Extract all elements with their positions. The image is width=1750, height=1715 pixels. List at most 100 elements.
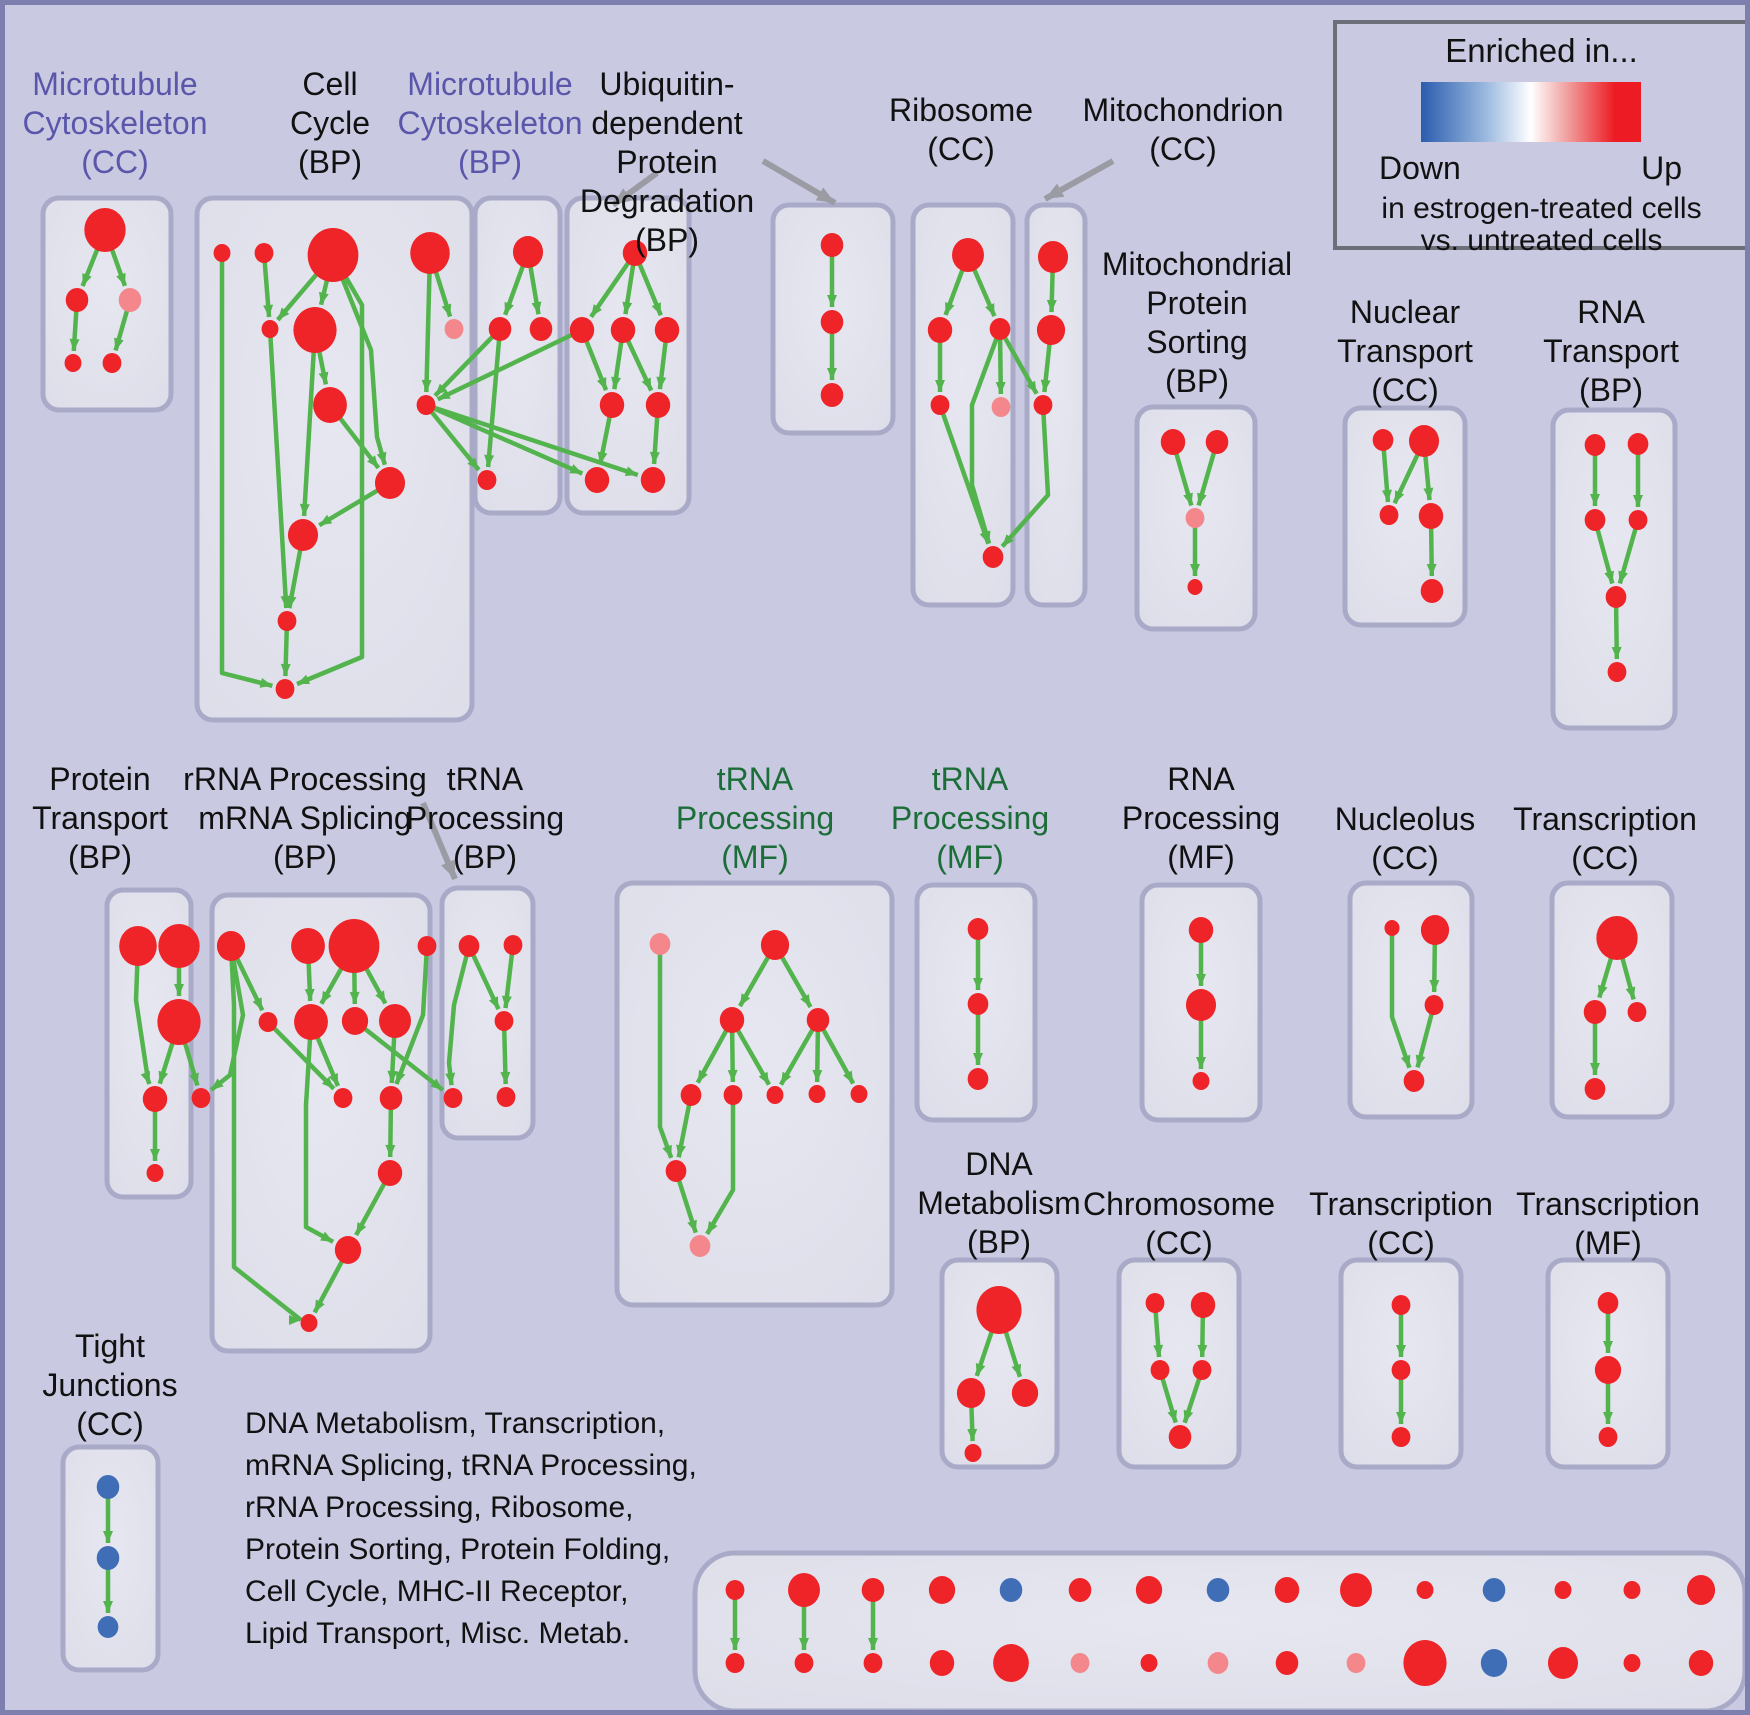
edge-arrow bbox=[445, 945, 472, 1086]
edge-arrow bbox=[589, 251, 637, 319]
go-term-node bbox=[569, 317, 595, 343]
go-term-node bbox=[645, 392, 671, 418]
edge-arrow bbox=[779, 1018, 820, 1086]
go-term-node bbox=[142, 1086, 168, 1112]
go-term-node bbox=[1480, 1649, 1508, 1677]
go-term-node bbox=[261, 320, 279, 338]
go-term-node bbox=[1192, 1072, 1210, 1090]
go-term-node bbox=[96, 1475, 120, 1499]
go-term-node bbox=[1584, 509, 1606, 531]
go-term-node bbox=[820, 233, 844, 257]
edge-arrow bbox=[969, 328, 1003, 545]
edge-arrow bbox=[228, 945, 303, 1322]
go-term-node bbox=[725, 1653, 745, 1673]
go-term-node bbox=[102, 353, 122, 373]
label-transcription-mf: Transcription (MF) bbox=[1516, 1186, 1700, 1261]
edge-arrow bbox=[1592, 519, 1615, 585]
go-term-node bbox=[1340, 1573, 1372, 1607]
go-term-node bbox=[928, 1576, 956, 1604]
edge-arrow bbox=[1617, 519, 1641, 585]
label-tight-junctions: Tight Junctions (CC) bbox=[42, 1328, 178, 1442]
go-term-node bbox=[1206, 1578, 1230, 1602]
go-term-node bbox=[1627, 1002, 1647, 1022]
go-term-node bbox=[307, 228, 359, 282]
go-term-node bbox=[529, 317, 553, 341]
cluster-box-protein-transport-bp bbox=[104, 887, 194, 1200]
go-term-node bbox=[649, 933, 671, 955]
misc-categories-text: DNA Metabolism, Transcription, mRNA Spli… bbox=[245, 1407, 697, 1650]
go-term-node bbox=[1145, 1293, 1165, 1313]
go-term-node bbox=[277, 611, 297, 631]
go-term-node bbox=[213, 244, 231, 262]
go-term-node bbox=[146, 1164, 164, 1182]
go-term-node bbox=[1011, 1379, 1039, 1407]
go-term-node bbox=[444, 319, 464, 339]
go-term-node bbox=[1597, 1292, 1619, 1314]
go-term-node bbox=[967, 918, 989, 940]
go-term-node bbox=[976, 1286, 1022, 1334]
go-term-node bbox=[379, 1004, 411, 1038]
legend-subtitle-line2: vs. untreated cells bbox=[1420, 224, 1663, 257]
go-term-node bbox=[861, 1578, 885, 1602]
node-layer bbox=[64, 208, 1716, 1686]
go-term-node bbox=[1584, 434, 1606, 456]
go-term-node bbox=[723, 1085, 743, 1105]
legend-down-label: Down bbox=[1379, 150, 1461, 186]
go-term-node bbox=[293, 307, 337, 353]
label-ribosome: Ribosome (CC) bbox=[888, 92, 1034, 167]
go-term-node bbox=[379, 1086, 403, 1110]
go-term-node bbox=[503, 935, 523, 955]
go-term-node bbox=[1424, 995, 1444, 1015]
cluster-box-nuclear-transport-cc bbox=[1342, 405, 1468, 628]
edge-arrow bbox=[1389, 928, 1412, 1069]
go-term-node bbox=[927, 317, 953, 343]
label-microtubule-cc: Microtubule Cytoskeleton (CC) bbox=[22, 66, 208, 180]
label-microtubule-bp: Microtubule Cytoskeleton (BP) bbox=[397, 66, 583, 180]
go-term-node bbox=[1188, 917, 1214, 943]
label-chromosome: Chromosome (CC) bbox=[1082, 1186, 1276, 1261]
go-term-node bbox=[1628, 510, 1648, 530]
label-pointer-arrow bbox=[1043, 158, 1115, 202]
go-term-node bbox=[334, 1236, 362, 1264]
label-trna-bp: tRNA Processing (BP) bbox=[405, 761, 565, 875]
go-term-node bbox=[1185, 989, 1217, 1021]
go-term-node bbox=[1605, 586, 1627, 608]
go-term-node bbox=[689, 1235, 711, 1257]
go-term-node bbox=[1372, 429, 1394, 451]
go-term-node bbox=[993, 1644, 1029, 1682]
go-term-node bbox=[584, 467, 610, 493]
go-term-node bbox=[982, 546, 1004, 568]
go-term-node bbox=[1418, 503, 1444, 529]
label-dna-metabolism: DNA Metabolism (BP) bbox=[917, 1146, 1081, 1260]
label-rna-processing: RNA Processing (MF) bbox=[1121, 761, 1281, 875]
go-term-node bbox=[1584, 1078, 1606, 1100]
go-term-node bbox=[84, 208, 126, 252]
label-pointer-arrow bbox=[611, 170, 659, 208]
go-term-node bbox=[863, 1653, 883, 1673]
label-nuclear-transport: Nuclear Transport (CC) bbox=[1337, 294, 1473, 408]
edge-arrow bbox=[998, 327, 1039, 395]
go-term-node bbox=[1205, 430, 1229, 454]
go-term-node bbox=[850, 1085, 868, 1103]
go-term-node bbox=[820, 310, 844, 334]
go-term-node bbox=[622, 240, 648, 266]
edge-arrow bbox=[296, 253, 365, 687]
go-term-node bbox=[964, 1444, 982, 1462]
cluster-box-misc-strip bbox=[692, 1550, 1745, 1710]
go-term-node bbox=[512, 236, 544, 268]
go-term-node bbox=[1554, 1581, 1572, 1599]
go-term-node bbox=[1391, 1360, 1411, 1380]
go-term-node bbox=[1416, 1581, 1434, 1599]
go-term-node bbox=[1068, 1578, 1092, 1602]
go-term-node bbox=[640, 467, 666, 493]
edge-arrow bbox=[261, 252, 274, 318]
label-pointer-arrow bbox=[761, 158, 837, 206]
label-cell-cycle: Cell Cycle (BP) bbox=[289, 66, 371, 180]
go-term-node bbox=[999, 1578, 1023, 1602]
go-term-node bbox=[1185, 508, 1205, 528]
go-term-node bbox=[1391, 1295, 1411, 1315]
edge-arrow bbox=[705, 1095, 736, 1236]
go-term-node bbox=[806, 1008, 830, 1032]
cluster-box-transcription-cc bbox=[1549, 880, 1675, 1120]
edge-arrow bbox=[436, 327, 583, 402]
